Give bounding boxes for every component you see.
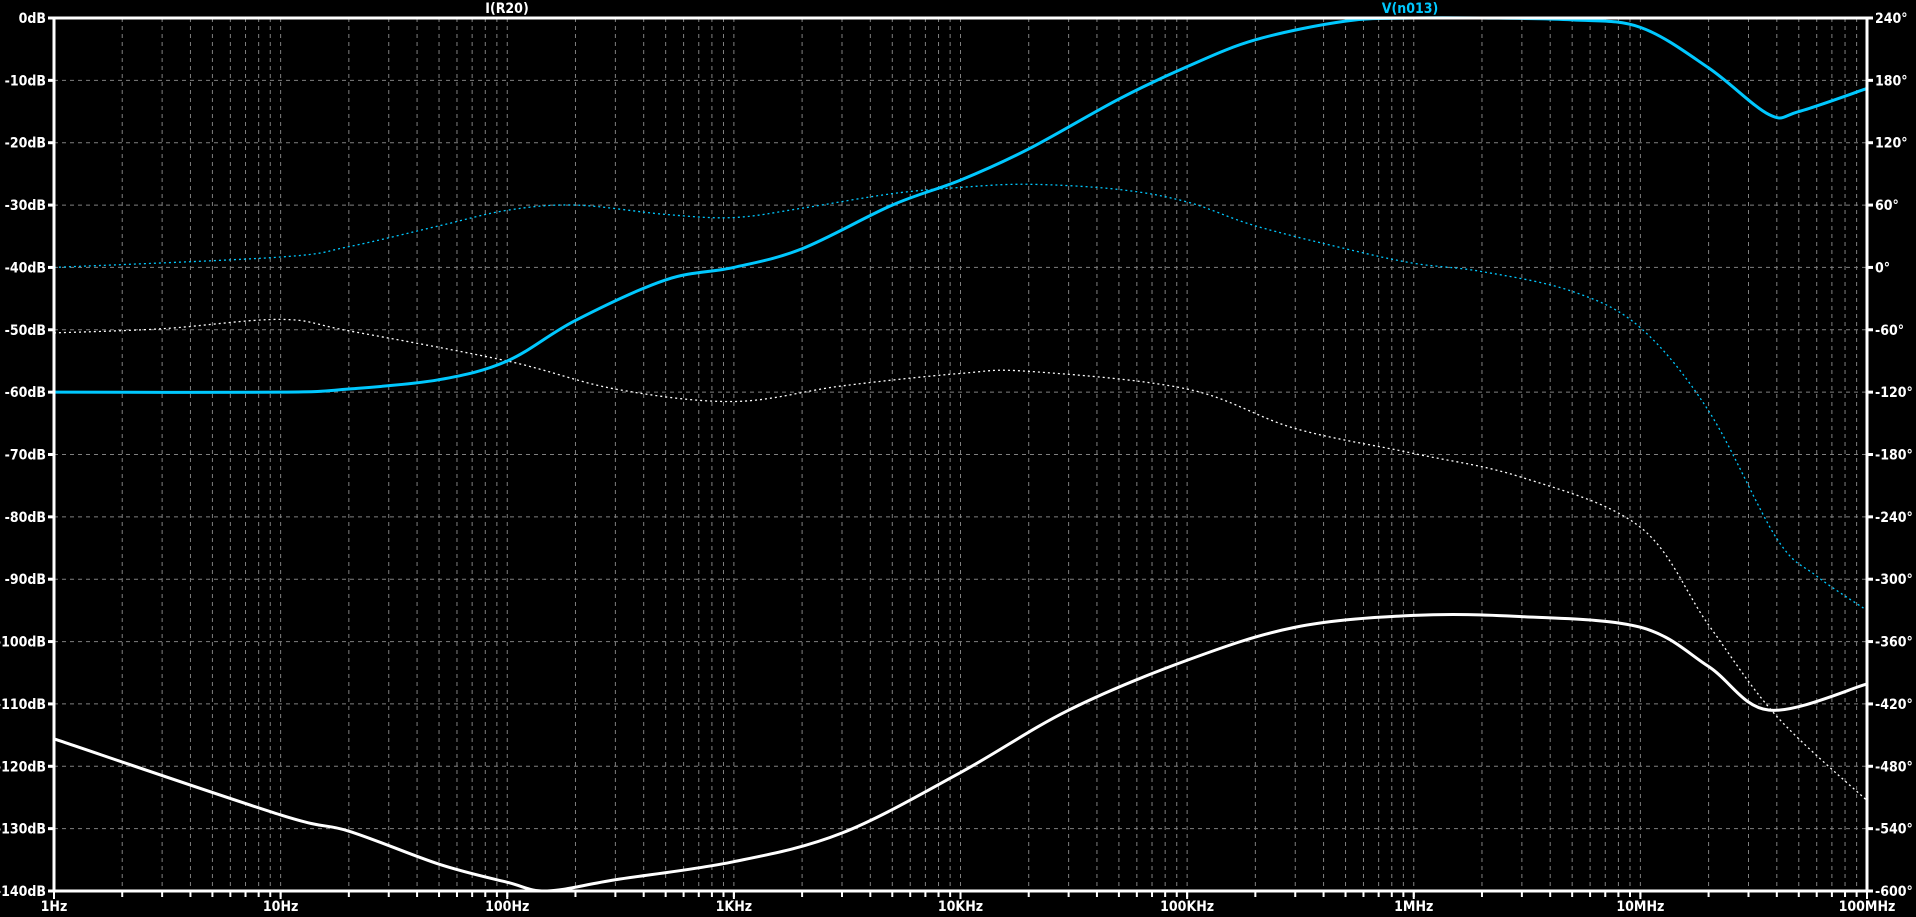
x-tick-label: 100KHz: [1160, 899, 1214, 915]
legend-i-r20[interactable]: I(R20): [485, 1, 528, 17]
phase-curve-v-n013: [53, 183, 1868, 611]
x-tick-label: 10MHz: [1616, 899, 1664, 915]
y-left-tick-label: -140dB: [0, 884, 46, 900]
plot-frame: [52, 16, 1869, 893]
y-right-tick-label: -240°: [1875, 510, 1913, 526]
y-right-tick-label: -480°: [1875, 759, 1913, 775]
y-left-tick-label: -40dB: [5, 260, 46, 276]
x-tick-label: 10Hz: [263, 899, 298, 915]
y-left-tick-label: 0dB: [19, 11, 46, 27]
y-left-tick-label: -80dB: [5, 510, 46, 526]
y-left-tick-label: -10dB: [5, 73, 46, 89]
phase-curve-i-r20: [53, 318, 1868, 802]
x-tick-label: 1MHz: [1394, 899, 1433, 915]
y-right-tick-label: -360°: [1875, 635, 1913, 651]
x-tick-label: 100Hz: [485, 899, 529, 915]
y-left-tick-label: -110dB: [0, 697, 46, 713]
axes: [48, 16, 1873, 899]
y-right-tick-label: 120°: [1875, 136, 1908, 152]
y-left-tick-label: -130dB: [0, 822, 46, 838]
y-left-tick-label: -90dB: [5, 572, 46, 588]
y-left-tick-label: -50dB: [5, 323, 46, 339]
y-left-tick-label: -70dB: [5, 448, 46, 464]
y-right-tick-label: -120°: [1875, 385, 1913, 401]
y-right-tick-label: -60°: [1875, 323, 1904, 339]
y-right-tick-label: 240°: [1875, 11, 1908, 27]
magnitude-curve-i-r20: [53, 612, 1868, 893]
y-right-tick-label: 180°: [1875, 73, 1908, 89]
legend-v-n013[interactable]: V(n013): [1382, 1, 1439, 17]
y-left-tick-label: -30dB: [5, 198, 46, 214]
y-right-tick-label: 0°: [1875, 260, 1890, 276]
tick-labels: 0dB 240° -10dB 180° -20dB 120° -30dB 60° -40dB 0°…: [0, 11, 1913, 915]
grid: [54, 18, 1867, 891]
y-right-tick-label: -300°: [1875, 572, 1913, 588]
y-right-tick-label: -180°: [1875, 448, 1913, 464]
y-left-tick-label: -120dB: [0, 759, 46, 775]
magnitude-curve-v-n013: [53, 16, 1868, 394]
y-left-tick-label: -60dB: [5, 385, 46, 401]
curves: [53, 16, 1868, 893]
y-left-tick-label: -100dB: [0, 635, 46, 651]
y-left-tick-label: -20dB: [5, 136, 46, 152]
y-right-tick-label: -540°: [1875, 822, 1913, 838]
x-tick-label: 100MHz: [1839, 899, 1896, 915]
y-right-tick-label: 60°: [1875, 198, 1899, 214]
y-right-tick-label: -600°: [1875, 884, 1913, 900]
x-tick-label: 1Hz: [41, 899, 68, 915]
x-tick-label: 10KHz: [938, 899, 983, 915]
x-tick-label: 1KHz: [716, 899, 752, 915]
y-right-tick-label: -420°: [1875, 697, 1913, 713]
